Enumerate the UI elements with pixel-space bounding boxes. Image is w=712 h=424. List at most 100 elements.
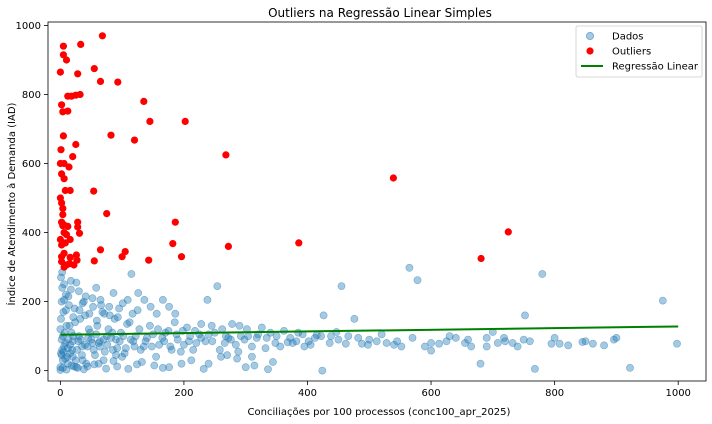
outlier-point xyxy=(390,174,397,181)
dados-point xyxy=(582,338,589,345)
dados-point xyxy=(659,297,666,304)
dados-point xyxy=(67,286,74,293)
dados-point xyxy=(91,352,98,359)
dados-point xyxy=(126,319,133,326)
dados-point xyxy=(345,333,352,340)
dados-point xyxy=(84,363,91,370)
dados-point xyxy=(135,289,142,296)
dados-point xyxy=(394,338,401,345)
dados-point xyxy=(406,264,413,271)
dados-point xyxy=(136,326,143,333)
outlier-point xyxy=(107,132,114,139)
dados-point xyxy=(59,284,66,291)
dados-point xyxy=(172,310,179,317)
dados-point xyxy=(551,334,558,341)
outlier-point xyxy=(61,175,68,182)
outlier-point xyxy=(67,254,74,261)
dados-point xyxy=(67,350,74,357)
dados-point xyxy=(153,353,160,360)
dados-point xyxy=(76,307,83,314)
dados-point xyxy=(234,355,241,362)
series-dados xyxy=(57,264,681,374)
outlier-point xyxy=(91,65,98,72)
y-tick-label: 800 xyxy=(22,90,41,101)
dados-point xyxy=(114,345,121,352)
dados-point xyxy=(342,340,349,347)
dados-point xyxy=(216,346,223,353)
legend-marker-outliers xyxy=(586,47,593,54)
dados-point xyxy=(110,289,117,296)
dados-point xyxy=(248,343,255,350)
dados-point xyxy=(214,283,221,290)
y-axis: 0 200 400 600 800 1000 xyxy=(16,21,48,377)
dados-point xyxy=(351,315,358,322)
dados-point xyxy=(483,343,490,350)
dados-point xyxy=(177,348,184,355)
dados-point xyxy=(319,367,326,374)
dados-point xyxy=(159,296,166,303)
dados-point xyxy=(327,333,334,340)
legend-label-regressao-linear: Regressão Linear xyxy=(612,62,699,73)
outlier-point xyxy=(172,219,179,226)
dados-point xyxy=(248,353,255,360)
outlier-point xyxy=(70,261,77,268)
outlier-point xyxy=(57,146,64,153)
chart-title: Outliers na Regressão Linear Simples xyxy=(268,6,492,20)
dados-point xyxy=(129,310,136,317)
dados-point xyxy=(502,338,509,345)
dados-point xyxy=(224,352,231,359)
dados-point xyxy=(355,334,362,341)
dados-point xyxy=(556,340,563,347)
dados-point xyxy=(97,296,104,303)
dados-point xyxy=(153,310,160,317)
dados-point xyxy=(209,338,216,345)
y-tick-label: 600 xyxy=(22,159,41,170)
outlier-point xyxy=(60,43,67,50)
dados-point xyxy=(110,357,117,364)
dados-point xyxy=(208,322,215,329)
dados-point xyxy=(204,296,211,303)
outlier-point xyxy=(99,32,106,39)
dados-point xyxy=(95,360,102,367)
dados-point xyxy=(93,317,100,324)
dados-point xyxy=(269,358,276,365)
dados-point xyxy=(446,333,453,340)
dados-point xyxy=(320,312,327,319)
dados-point xyxy=(57,274,64,281)
dados-point xyxy=(69,338,76,345)
x-tick-label: 600 xyxy=(422,388,441,399)
dados-point xyxy=(101,310,108,317)
outlier-point xyxy=(72,141,79,148)
outlier-point xyxy=(67,236,74,243)
outlier-point xyxy=(114,79,121,86)
dados-point xyxy=(109,329,116,336)
x-tick-label: 1000 xyxy=(665,388,690,399)
outlier-point xyxy=(182,118,189,125)
dados-point xyxy=(86,310,93,317)
dados-point xyxy=(70,314,77,321)
outlier-point xyxy=(103,210,110,217)
outlier-point xyxy=(122,248,129,255)
dados-point xyxy=(428,339,435,346)
outlier-point xyxy=(59,211,66,218)
dados-point xyxy=(63,322,70,329)
dados-point xyxy=(159,364,166,371)
outlier-point xyxy=(97,246,104,253)
outlier-point xyxy=(64,223,71,230)
dados-point xyxy=(613,334,620,341)
outlier-point xyxy=(68,93,75,100)
outlier-point xyxy=(145,257,152,264)
dados-point xyxy=(366,336,373,343)
outlier-point xyxy=(65,163,72,170)
dados-point xyxy=(428,347,435,354)
dados-point xyxy=(93,284,100,291)
y-tick-label: 0 xyxy=(35,366,41,377)
legend-label-outliers: Outliers xyxy=(612,47,651,58)
dados-point xyxy=(326,339,333,346)
dados-point xyxy=(106,303,113,310)
dados-point xyxy=(89,295,96,302)
dados-point xyxy=(79,300,86,307)
dados-point xyxy=(151,362,158,369)
dados-point xyxy=(436,340,443,347)
dados-point xyxy=(190,346,197,353)
